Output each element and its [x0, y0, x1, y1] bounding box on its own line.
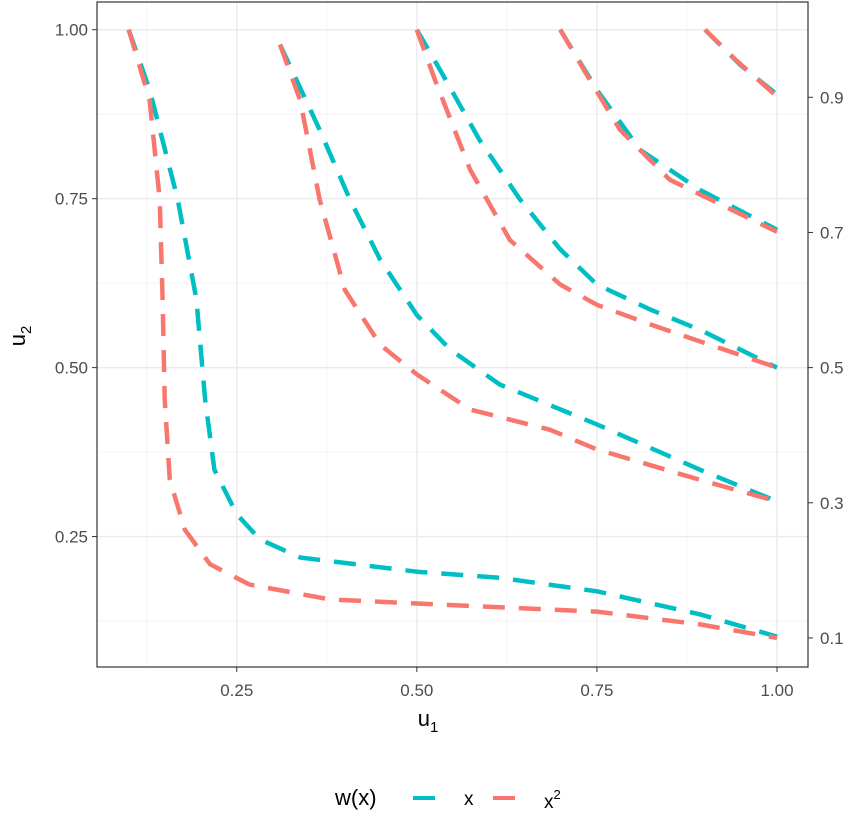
series-lines [126, 28, 779, 641]
series-line-x2-level-0.1 [126, 29, 778, 641]
right-tick-label: 0.3 [820, 494, 844, 513]
series-line-x-level-0.3 [277, 43, 778, 504]
y-tick-label: 0.25 [55, 528, 88, 547]
series-line-x2-level-0.9 [703, 28, 779, 99]
right-tick-label: 0.9 [820, 88, 844, 107]
right-tick-label: 0.1 [820, 629, 844, 648]
series-line-x2-level-0.3 [277, 43, 778, 504]
panel-border [96, 1, 809, 668]
x-tick-label: 0.50 [400, 681, 433, 700]
y-tick-label: 0.75 [55, 190, 88, 209]
legend-title: w(x) [334, 785, 377, 810]
y-tick-label: 0.50 [55, 359, 88, 378]
series-line-x2-level-0.7 [558, 28, 778, 234]
x-tick-label: 0.25 [220, 681, 253, 700]
series-line-x-level-0.1 [126, 28, 778, 639]
legend-label-x2: x2 [544, 787, 561, 813]
legend-label-x: x [464, 789, 474, 810]
series-line-x-level-0.5 [414, 28, 778, 370]
x-tick-label: 0.75 [580, 681, 613, 700]
axes: 0.25 0.50 0.75 1.00 0.25 0.50 0.75 1.00 0.1 0.3 0.… [55, 21, 844, 700]
right-tick-label: 0.7 [820, 223, 844, 242]
legend: w(x) x x2 [334, 785, 561, 813]
series-line-x2-level-0.5 [414, 28, 778, 370]
grid [97, 2, 808, 667]
x-axis-title: u1 [418, 706, 439, 736]
series-line-x-level-0.7 [558, 28, 779, 232]
y-axis-title: u2 [5, 326, 35, 347]
right-tick-label: 0.5 [820, 359, 844, 378]
x-tick-label: 1.00 [760, 681, 793, 700]
y-tick-label: 1.00 [55, 21, 88, 40]
